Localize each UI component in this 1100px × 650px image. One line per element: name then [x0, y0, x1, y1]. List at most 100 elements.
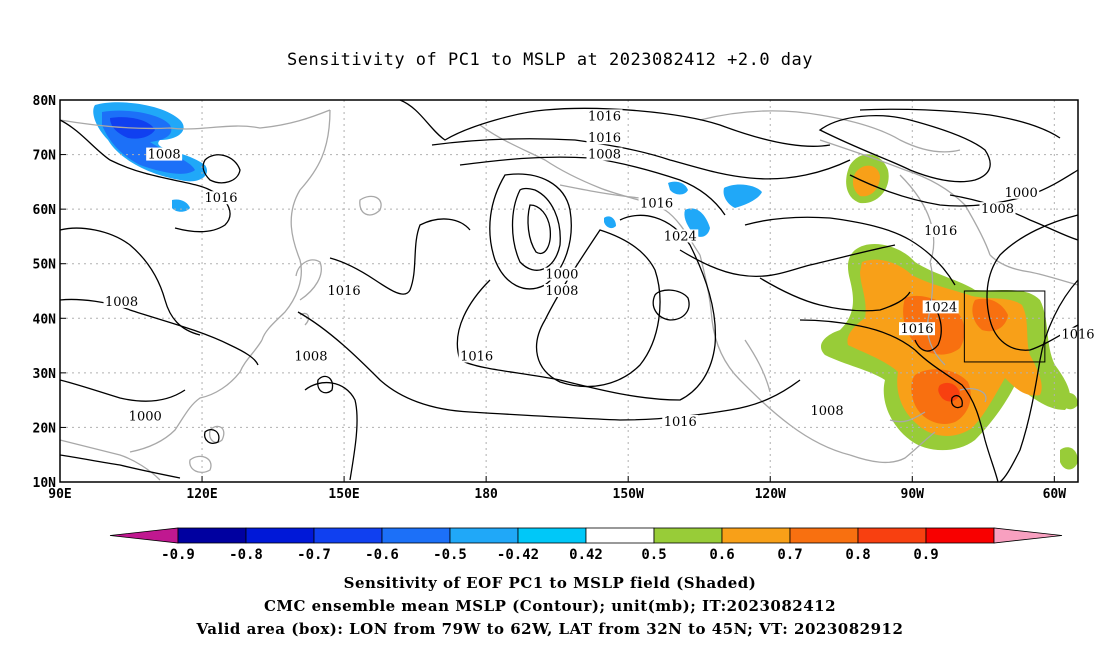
coastline: [59, 439, 161, 481]
contour-label-bg: [543, 267, 580, 281]
positive-sensitivity-patch: [1060, 447, 1078, 470]
contour-label: 1024: [664, 229, 697, 244]
coastline: [559, 184, 641, 199]
mslp-contour: [986, 214, 1079, 351]
mslp-contour: [59, 119, 231, 233]
contour-label: 1024: [924, 300, 957, 315]
mslp-contour: [399, 99, 831, 147]
contour-label: 1008: [981, 202, 1014, 217]
mslp-contour: [527, 204, 551, 255]
coastline: [699, 254, 851, 456]
contour-label-bg: [586, 109, 623, 123]
positive-sensitivity-patch: [972, 298, 1008, 332]
coastline: [129, 339, 263, 453]
mslp-contour: [949, 194, 1079, 241]
contour-label-bg: [809, 404, 846, 418]
contour-label-bg: [292, 349, 329, 363]
contour-label-bg: [543, 284, 580, 297]
contour-label: 1016: [588, 131, 621, 146]
contour-label-bg: [922, 223, 959, 237]
mslp-contour: [59, 227, 201, 336]
colorbar-label: -0.6: [365, 547, 399, 563]
mslp-contour: [317, 375, 334, 394]
lon-tick-label: 180: [474, 487, 498, 502]
coastline: [261, 109, 331, 341]
mslp-contour: [202, 154, 241, 184]
lon-tick-label: 90W: [901, 487, 925, 502]
lon-tick-label: 150E: [328, 487, 359, 502]
colorbar-label: 0.8: [845, 547, 870, 563]
coastline: [744, 339, 771, 393]
valid-area-box: [963, 290, 1046, 363]
mslp-contour: [329, 218, 471, 295]
contour-label-bg: [586, 131, 623, 145]
positive-sensitivity-patch: [938, 382, 960, 402]
negative-sensitivity-patch: [723, 184, 762, 208]
contour-label: 1008: [105, 295, 138, 310]
caption-contour: CMC ensemble mean MSLP (Contour); unit(m…: [263, 597, 837, 615]
lat-tick-label: 60N: [33, 203, 57, 218]
lon-tick-label: 120W: [755, 487, 786, 502]
colorbar-label: -0.7: [297, 547, 331, 563]
caption-valid-area: Valid area (box): LON from 79W to 62W, L…: [196, 620, 904, 638]
mslp-contour: [297, 311, 801, 421]
mslp-contour: [511, 187, 561, 271]
coastline: [899, 174, 935, 263]
contour-label-bg: [127, 409, 164, 423]
contour-label-bg: [202, 191, 239, 205]
mslp-contour: [744, 216, 956, 286]
colorbar-bin: [177, 527, 247, 544]
contour-label: 1016: [328, 284, 361, 299]
mslp-contour: [818, 115, 991, 183]
lat-tick-label: 50N: [33, 258, 57, 273]
colorbar-bin: [381, 527, 451, 544]
lat-tick-label: 70N: [33, 149, 57, 164]
lat-tick-label: 30N: [33, 367, 57, 382]
contour-label: 1016: [900, 322, 933, 337]
positive-sensitivity-patch: [1062, 392, 1078, 410]
colorbar: -0.9 -0.8 -0.7 -0.6 -0.5 -0.42 0.42 0.5 0.6 0.7 0.…: [109, 527, 1063, 563]
negative-sensitivity-patch: [668, 181, 688, 195]
mslp-contour: [459, 156, 726, 216]
contour-label-bg: [979, 202, 1016, 216]
mslp-contour: [59, 298, 259, 366]
lon-tick-label: 150W: [613, 487, 644, 502]
coastline: [819, 139, 991, 256]
colorbar-label: 0.9: [913, 547, 938, 563]
colorbar-bin: [313, 527, 383, 544]
mslp-contour: [951, 394, 963, 409]
plot-title: Sensitivity of PC1 to MSLP at 2023082412…: [286, 50, 813, 70]
colorbar-label: -0.5: [433, 547, 467, 563]
mslp-contour: [59, 379, 186, 402]
colorbar-extend-low: [109, 527, 179, 544]
colorbar-bin: [721, 527, 791, 544]
contour-label: 1016: [588, 109, 621, 124]
contour-label: 1008: [811, 404, 844, 419]
contour-label-bg: [103, 294, 140, 308]
coastline: [59, 109, 331, 130]
contour-label: 1016: [460, 349, 493, 364]
lon-tick-label: 90E: [48, 487, 71, 502]
lat-tick-label: 10N: [33, 476, 57, 491]
mslp-contour: [204, 428, 220, 444]
contour-label: 1008: [588, 148, 621, 163]
contour-label: 1016: [640, 197, 673, 212]
colorbar-bin: [245, 527, 315, 544]
contour-label-bg: [146, 147, 183, 161]
mslp-contour: [799, 319, 916, 351]
mslp-contour: [759, 277, 911, 312]
coastline: [926, 261, 946, 366]
coastline: [189, 455, 212, 474]
contour-label: 1000: [129, 410, 162, 425]
colorbar-bin: [585, 527, 655, 544]
lat-tick-label: 40N: [33, 312, 57, 327]
colorbar-label: 0.7: [777, 547, 802, 563]
contour-label: 1000: [1005, 186, 1038, 201]
colorbar-bin: [925, 527, 995, 544]
coastline: [889, 411, 926, 423]
negative-sensitivity-patch: [604, 216, 616, 229]
contour-label-bg: [662, 229, 699, 243]
colorbar-label: -0.9: [161, 547, 195, 563]
